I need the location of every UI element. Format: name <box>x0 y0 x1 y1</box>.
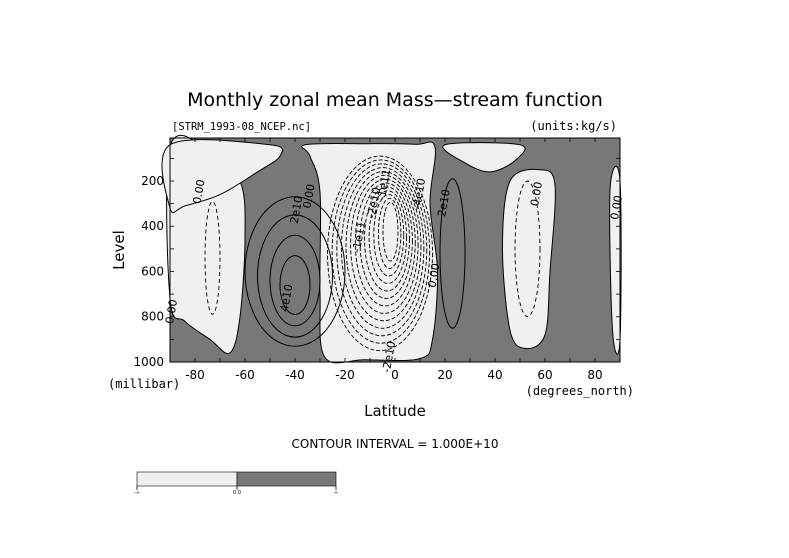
x-tick-label: 40 <box>487 368 502 382</box>
contour-label-7: -1e11 <box>375 168 393 202</box>
contour-hadley-dashed-11 <box>373 194 405 277</box>
contour-label-13: 0.00 <box>528 181 545 207</box>
y-axis-units: (millibar) <box>108 377 180 391</box>
contour-hadley-dashed-13 <box>382 201 399 262</box>
colorbar-tick-max: ∞ <box>334 490 338 496</box>
contour-hadley-dashed-3 <box>336 163 428 337</box>
x-tick-label: -20 <box>335 368 355 382</box>
colorbar: -∞ 0.0 ∞ <box>134 471 338 496</box>
contour-hadley-dashed-10 <box>368 190 408 284</box>
region-nh-top-negative <box>442 142 526 173</box>
contour-sh-ferrel-4 <box>279 255 311 315</box>
x-tick-label: 60 <box>537 368 552 382</box>
contour-hadley-dashed-6 <box>350 174 419 314</box>
y-tick-label: 200 <box>141 174 164 188</box>
plot-area: 0.002e104e100.000.00-1e11-1e11-2e10-2e10… <box>133 134 625 382</box>
x-axis-units: (degrees_north) <box>526 384 634 398</box>
chart-title: Monthly zonal mean Mass—stream function <box>187 89 603 111</box>
contour-label-6: -1e11 <box>350 220 368 254</box>
contour-label-10: -4e10 <box>410 177 428 211</box>
contour-hadley-dashed-1 <box>327 155 433 352</box>
y-tick-label: 800 <box>141 310 164 324</box>
units-label: (units:kg/s) <box>530 119 617 133</box>
contour-regions <box>161 134 622 364</box>
contour-label-8: -2e10 <box>365 186 383 220</box>
contour-hadley-dashed-2 <box>331 159 431 344</box>
colorbar-positive-swatch <box>236 471 337 487</box>
contour-label-9: -2e10 <box>380 340 398 374</box>
contour-label-14: 0.00 <box>608 194 625 220</box>
contour-label-3: 4e10 <box>278 283 296 313</box>
region-nh-ferrel-negative <box>501 168 556 350</box>
contour-nh-ferrel-dashed <box>514 180 541 318</box>
contour-sh-ferrel-3 <box>269 234 321 327</box>
colorbar-tick-min: -∞ <box>134 490 140 496</box>
contour-labels: 0.002e104e100.000.00-1e11-1e11-2e10-2e10… <box>163 168 625 373</box>
contour-hadley-dashed-9 <box>364 186 410 292</box>
x-tick-label: 20 <box>437 368 452 382</box>
contour-label-5: 0.00 <box>301 183 318 209</box>
contour-hadley-dashed-5 <box>345 171 422 322</box>
source-file-label: [STRM_1993-08_NCEP.nc] <box>172 121 311 133</box>
y-tick-label: 400 <box>141 219 164 233</box>
x-tick-label: 0 <box>391 368 399 382</box>
x-axis-ticks: -80 -60 -40 -20 0 20 40 60 80 <box>169 138 621 382</box>
contour-sh-polar-dashed <box>204 201 221 315</box>
y-axis-label: Level <box>110 230 128 270</box>
contour-hadley-dashed-4 <box>340 167 425 329</box>
y-axis-ticks: 200 400 600 800 1000 <box>133 157 620 369</box>
x-axis-label: Latitude <box>364 402 426 420</box>
contour-sh-ferrel-2 <box>256 214 333 338</box>
x-tick-label: -60 <box>235 368 255 382</box>
contour-sh-ferrel-1 <box>244 196 346 347</box>
contour-label-12: 0.00 <box>426 262 443 288</box>
region-hadley-negative <box>301 141 439 364</box>
contour-nh-cell-1 <box>439 178 466 329</box>
contour-hadley-dashed-12 <box>377 197 402 270</box>
y-tick-label: 600 <box>141 264 164 278</box>
colorbar-tick-zero: 0.0 <box>233 490 241 496</box>
x-tick-label: -80 <box>185 368 205 382</box>
contour-label-2: 2e10 <box>288 195 306 225</box>
contour-label-1: 0.00 <box>191 179 208 205</box>
colorbar-negative-swatch <box>136 471 238 487</box>
contour-lines <box>204 155 541 352</box>
x-tick-label: -40 <box>285 368 305 382</box>
contour-label-4: 0.00 <box>163 298 180 324</box>
x-tick-label: 80 <box>587 368 602 382</box>
contour-label-11: 2e10 <box>435 188 453 218</box>
contour-interval-text: CONTOUR INTERVAL = 1.000E+10 <box>292 437 499 451</box>
y-tick-label: 1000 <box>133 355 164 369</box>
contour-hadley-dashed-7 <box>354 178 416 307</box>
